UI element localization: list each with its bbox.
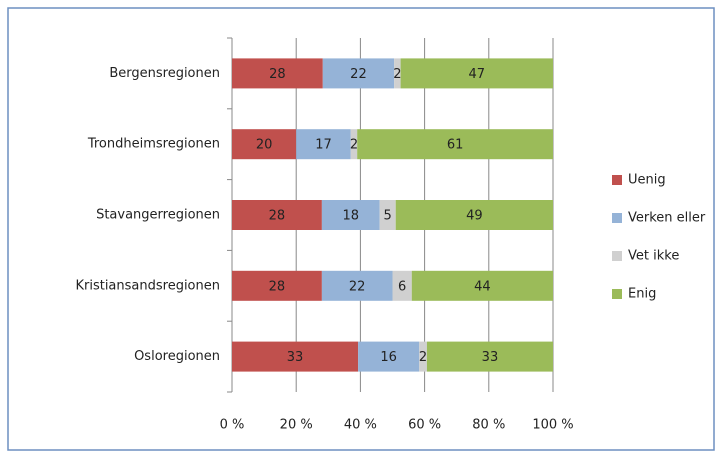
y-tick-label: Osloregionen bbox=[134, 349, 220, 364]
legend-label: Enig bbox=[628, 287, 656, 302]
data-label: 6 bbox=[398, 279, 406, 294]
data-label: 28 bbox=[269, 209, 286, 224]
data-label: 17 bbox=[315, 138, 332, 153]
bar-segment bbox=[426, 341, 553, 372]
legend-label: Vet ikke bbox=[628, 249, 679, 264]
data-label: 33 bbox=[482, 350, 499, 365]
bar-segment bbox=[395, 200, 553, 230]
data-label: 28 bbox=[269, 279, 286, 294]
bar-segment bbox=[350, 129, 358, 160]
x-tick-label: 20 % bbox=[280, 418, 313, 433]
data-label: 47 bbox=[469, 67, 486, 82]
data-label: 22 bbox=[349, 279, 366, 294]
bar-segment bbox=[419, 341, 427, 372]
legend-swatch bbox=[612, 251, 622, 261]
bar-segment bbox=[357, 129, 553, 160]
bar-segment bbox=[411, 270, 553, 301]
data-label: 16 bbox=[380, 350, 397, 365]
bar-segment bbox=[296, 129, 351, 160]
bar-segment bbox=[358, 341, 420, 372]
data-label: 2 bbox=[350, 138, 358, 153]
y-tick-label: Trondheimsregionen bbox=[87, 137, 220, 152]
legend-swatch bbox=[612, 175, 622, 185]
bar-segment bbox=[321, 270, 393, 301]
bar-segment bbox=[400, 58, 553, 89]
bar-segment bbox=[379, 200, 396, 230]
bar-segment bbox=[392, 270, 412, 301]
y-tick-label: Kristiansandsregionen bbox=[75, 278, 220, 293]
x-tick-label: 0 % bbox=[220, 418, 245, 433]
bar-segment bbox=[232, 200, 322, 230]
data-label: 33 bbox=[287, 350, 304, 365]
bar-segment bbox=[232, 270, 322, 301]
bar-segment bbox=[232, 58, 323, 89]
bar-segment bbox=[232, 129, 297, 160]
data-label: 5 bbox=[384, 209, 392, 224]
data-label: 61 bbox=[447, 138, 464, 153]
bar-segment bbox=[232, 341, 359, 372]
x-tick-label: 80 % bbox=[472, 418, 505, 433]
data-label: 18 bbox=[342, 209, 359, 224]
bar-segment bbox=[322, 58, 395, 89]
data-label: 28 bbox=[269, 67, 286, 82]
legend-swatch bbox=[612, 213, 622, 223]
data-label: 2 bbox=[393, 67, 401, 82]
bar-segment bbox=[394, 58, 401, 89]
data-label: 49 bbox=[466, 209, 483, 224]
data-label: 22 bbox=[350, 67, 367, 82]
x-tick-label: 100 % bbox=[532, 418, 573, 433]
data-label: 2 bbox=[419, 350, 427, 365]
data-label: 20 bbox=[256, 138, 273, 153]
bar-segment bbox=[321, 200, 380, 230]
x-tick-label: 40 % bbox=[344, 418, 377, 433]
x-tick-label: 60 % bbox=[408, 418, 441, 433]
y-tick-label: Stavangerregionen bbox=[96, 208, 220, 223]
legend-label: Uenig bbox=[628, 173, 666, 188]
legend-label: Verken eller bbox=[628, 211, 706, 226]
y-tick-label: Bergensregionen bbox=[109, 66, 220, 81]
data-label: 44 bbox=[474, 279, 491, 294]
legend-swatch bbox=[612, 289, 622, 299]
